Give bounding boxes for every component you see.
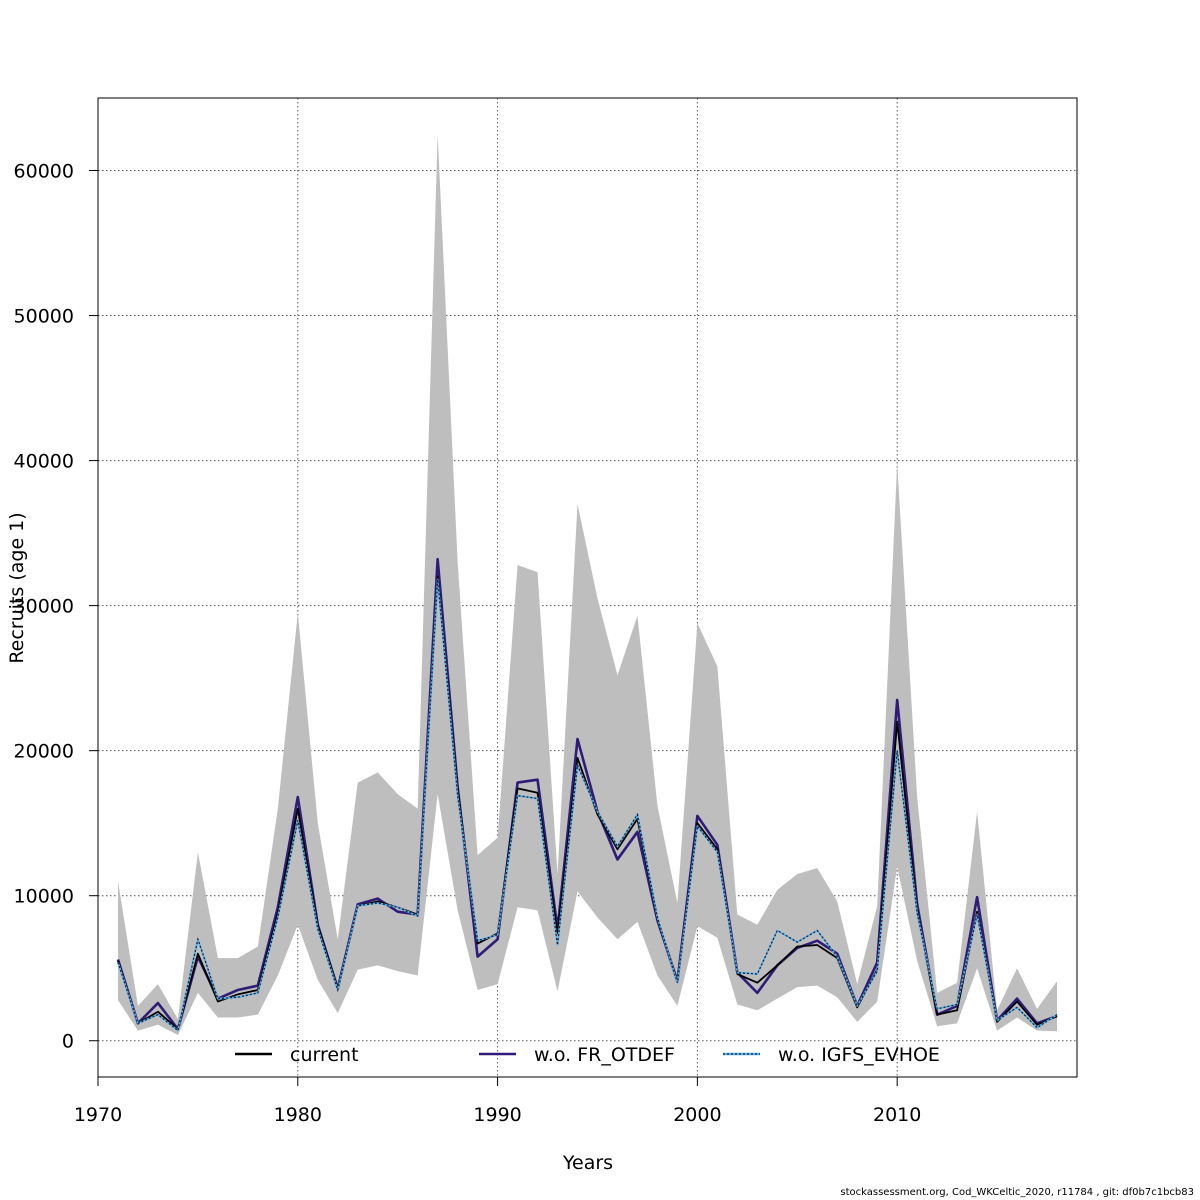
- confidence-band: [117, 134, 1058, 1035]
- x-axis: 1970 1980 1990 2000 2010: [74, 1076, 921, 1126]
- x-tick-label: 2010: [873, 1104, 921, 1126]
- x-tick-label: 1970: [74, 1104, 122, 1126]
- y-tick-label: 40000: [14, 451, 74, 473]
- y-tick-label: 10000: [14, 886, 74, 908]
- y-axis: 0 10000 20000 30000 40000 50000 60000: [14, 161, 99, 1053]
- x-tick-label: 1990: [473, 1104, 521, 1126]
- y-tick-label: 20000: [14, 741, 74, 763]
- series-line-1: [116, 557, 1058, 1031]
- footer-credit: stockassessment.org, Cod_WKCeltic_2020, …: [840, 1187, 1194, 1198]
- y-tick-label: 60000: [14, 161, 74, 183]
- y-tick-label: 50000: [14, 306, 74, 328]
- y-axis-title: Recruits (age 1): [6, 512, 28, 663]
- y-tick-label: 30000: [14, 596, 74, 618]
- series-lines: [116, 557, 1058, 1032]
- x-tick-label: 2000: [673, 1104, 721, 1126]
- x-axis-title: Years: [562, 1152, 613, 1174]
- series-line-2-dots: [117, 579, 1058, 1032]
- x-tick-label: 1980: [274, 1104, 322, 1126]
- legend-label-0: current: [290, 1044, 359, 1066]
- legend-label-2: w.o. IGFS_EVHOE: [778, 1044, 940, 1066]
- y-tick-label: 0: [62, 1031, 74, 1053]
- legend-label-1: w.o. FR_OTDEF: [534, 1044, 675, 1066]
- legend: current w.o. FR_OTDEF w.o. IGFS_EVHOE: [235, 1044, 940, 1066]
